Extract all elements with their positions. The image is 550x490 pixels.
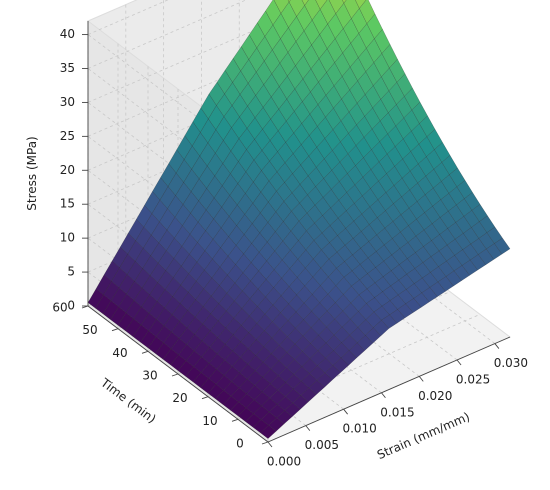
z-tick-label: 35	[60, 61, 75, 75]
y-tick	[171, 373, 179, 377]
surface-patch	[342, 0, 347, 4]
x-tick	[305, 425, 311, 431]
z-tick-label: 20	[60, 163, 75, 177]
grid-line-z	[87, 0, 169, 35]
surface-patch	[494, 237, 511, 255]
y-axis-title: Time (min)	[97, 375, 158, 426]
x-tick-label: 0.015	[380, 405, 414, 419]
z-tick-label: 5	[67, 265, 75, 279]
x-tick-label: 0.020	[418, 389, 452, 403]
surface-patch	[301, 0, 309, 6]
y-tick	[261, 441, 269, 445]
x-tick-label: 0.005	[305, 438, 339, 452]
z-axis-title: Stress (MPa)	[25, 136, 39, 210]
z-tick-label: 10	[60, 231, 75, 245]
y-tick-label: 0	[236, 437, 244, 451]
z-tick-label: 0	[67, 299, 75, 313]
grid-line-z	[87, 132, 331, 239]
x-tick-label: 0.000	[267, 455, 301, 469]
x-axis-line	[267, 336, 511, 443]
y-tick	[141, 350, 149, 354]
x-tick	[494, 343, 500, 349]
y-tick	[111, 328, 119, 332]
grid-line-z	[87, 0, 247, 69]
x-tick	[267, 441, 273, 448]
y-tick-label: 30	[142, 369, 157, 383]
z-tick-label: 25	[60, 129, 75, 143]
x-tick	[456, 359, 462, 366]
x-tick	[418, 376, 424, 382]
y-tick-label: 10	[202, 414, 217, 428]
grid-line-z	[87, 0, 326, 103]
z-tick-label: 40	[60, 27, 75, 41]
z-tick-label: 15	[60, 197, 75, 211]
x-tick-label: 0.025	[456, 372, 490, 386]
grid-line-z	[87, 30, 331, 137]
y-tick	[201, 396, 209, 400]
y-tick-label: 40	[112, 346, 127, 360]
y-tick-label: 20	[172, 391, 187, 405]
y-tick-label: 50	[82, 323, 97, 337]
y-tick	[231, 418, 239, 422]
x-tick	[381, 392, 386, 399]
x-tick	[343, 408, 348, 415]
surface-patch	[287, 0, 291, 3]
surface-mesh	[87, 0, 511, 439]
z-tick-label: 30	[60, 95, 75, 109]
grid-line-z	[87, 64, 331, 171]
x-tick-label: 0.010	[342, 422, 376, 436]
x-tick-label: 0.030	[494, 356, 528, 370]
grid-line-z	[87, 98, 331, 205]
y-tick-label: 60	[52, 301, 67, 315]
